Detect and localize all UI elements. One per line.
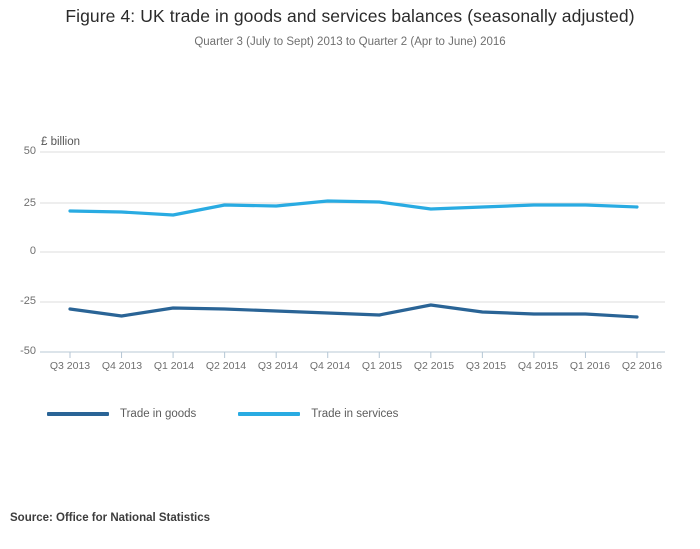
legend-swatch-goods-icon (47, 412, 109, 416)
x-tick-label-q3-2015: Q3 2015 (465, 360, 507, 372)
y-tick-label-50: 50 (23, 145, 36, 157)
chart-title: Figure 4: UK trade in goods and services… (65, 6, 635, 26)
legend-swatch-services-icon (238, 412, 301, 416)
legend-label-services: Trade in services (311, 408, 399, 420)
legend-label-goods: Trade in goods (120, 408, 197, 420)
y-tick-label-neg25: -25 (20, 295, 36, 307)
x-tick-label-q2-2015: Q2 2015 (413, 360, 455, 372)
y-tick-label-neg50: -50 (20, 345, 36, 357)
series-lines (68, 199, 639, 319)
x-tick-label-q2-2014: Q2 2014 (205, 360, 247, 372)
x-tick-label-q4-2014: Q4 2014 (309, 360, 351, 372)
y-axis-unit-label: £ billion (41, 136, 80, 148)
x-tick-label-q4-2013: Q4 2013 (101, 360, 143, 372)
x-tick-label-q1-2016: Q1 2016 (569, 360, 611, 372)
chart-subtitle: Quarter 3 (July to Sept) 2013 to Quarter… (194, 36, 506, 48)
series-line-goods (68, 303, 639, 319)
x-tick-label-q3-2013: Q3 2013 (49, 360, 91, 372)
source-note: Source: Office for National Statistics (10, 512, 211, 524)
legend-item-goods[interactable]: Trade in goods (47, 408, 196, 420)
x-tick-label-q2-2016: Q2 2016 (621, 360, 663, 372)
y-tick-label-0: 0 (29, 245, 36, 257)
gridlines (40, 151, 665, 303)
x-axis-ticks (69, 352, 638, 358)
x-tick-label-q4-2015: Q4 2015 (517, 360, 559, 372)
x-tick-label-q1-2015: Q1 2015 (361, 360, 403, 372)
y-tick-label-25: 25 (23, 197, 36, 209)
x-tick-label-q1-2014: Q1 2014 (153, 360, 195, 372)
series-line-services (68, 199, 639, 217)
chart-legend: Trade in goods Trade in services (47, 408, 440, 420)
x-tick-label-q3-2014: Q3 2014 (257, 360, 299, 372)
legend-item-services[interactable]: Trade in services (238, 408, 398, 420)
